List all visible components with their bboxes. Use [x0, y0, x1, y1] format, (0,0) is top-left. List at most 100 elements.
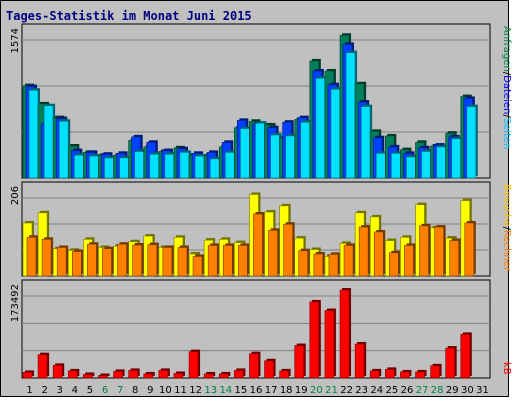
requests-files-pages-panel: 1574 Anfragen/Dateien/Seiten [10, 23, 512, 179]
chart-title: Tages-Statistik im Monat Juni 2015 [6, 9, 252, 23]
seiten-bar [391, 152, 401, 179]
day-tick-label: 11 [174, 385, 187, 396]
day-tick-label: 2 [41, 385, 47, 396]
legend-entry: / [501, 114, 512, 118]
visits-hosts-panel: 206 Besuche/Rechner [10, 181, 512, 277]
kb-bar [158, 370, 169, 379]
top-legend-label: Anfragen/Dateien/Seiten [501, 26, 512, 149]
day-tick-label: 31 [476, 385, 489, 396]
seiten-bar [89, 155, 99, 179]
seiten-bar [164, 153, 175, 179]
seiten-bar [58, 120, 69, 179]
seiten-bar [43, 105, 54, 179]
kb-bar [67, 370, 78, 379]
kb-bar [83, 374, 93, 379]
kb-bar-shadow [100, 373, 110, 376]
rechner-bar [373, 231, 384, 277]
rechner-bar [207, 245, 218, 277]
top-max-label: 1574 [10, 28, 21, 53]
day-tick-label: 13 [204, 385, 217, 396]
day-tick-label: 10 [159, 385, 172, 396]
day-tick-label: 21 [325, 385, 338, 396]
day-tick-label: 24 [370, 385, 383, 396]
rechner-bar [41, 239, 52, 277]
kb-bar [294, 345, 305, 379]
rechner-bar [404, 245, 414, 277]
seiten-bar [466, 106, 477, 179]
rechner-bar [464, 222, 475, 277]
legend-entry: kB [501, 362, 512, 375]
day-tick-label: 26 [401, 385, 414, 396]
kb-bar [188, 351, 199, 379]
rechner-bar [192, 256, 203, 277]
day-tick-label: 27 [416, 385, 429, 396]
day-tick-label: 7 [117, 385, 123, 396]
kb-bar [460, 334, 471, 379]
seiten-bar [104, 157, 114, 179]
day-tick-label: 4 [72, 385, 78, 396]
seiten-bar [149, 153, 160, 179]
kb-bar [385, 369, 395, 379]
rechner-bar [283, 223, 293, 277]
seiten-bar [73, 154, 84, 179]
kb-bar [324, 310, 335, 379]
kb-bar [430, 365, 440, 379]
day-tick-label: 28 [431, 385, 444, 396]
kb-bar [173, 373, 184, 379]
day-tick-label: 30 [461, 385, 474, 396]
kb-bar [128, 370, 138, 379]
kb-bar [415, 371, 425, 379]
rechner-bar [147, 244, 158, 277]
rechner-bar [358, 226, 369, 277]
rechner-bar [389, 252, 399, 277]
rechner-bar [56, 247, 67, 277]
seiten-bar [270, 134, 280, 179]
seiten-bar [209, 158, 220, 179]
seiten-bar [451, 138, 462, 179]
day-tick-label: 3 [57, 385, 63, 396]
legend-entry: / [501, 72, 512, 76]
day-tick-label: 5 [87, 385, 93, 396]
seiten-bar [134, 151, 144, 179]
rechner-bar [222, 245, 233, 277]
rechner-bar [177, 247, 188, 277]
rechner-bar [162, 247, 173, 277]
rechner-bar [343, 245, 354, 277]
day-tick-label: 8 [132, 385, 138, 396]
kb-bar [249, 353, 259, 379]
day-tick-label: 9 [147, 385, 153, 396]
seiten-bar [179, 152, 190, 179]
bottom-max-label: 173492 [10, 284, 21, 322]
rechner-bar [419, 225, 429, 277]
rechner-bar [238, 245, 248, 277]
rechner-bar [132, 244, 142, 277]
day-tick-label: 12 [189, 385, 202, 396]
seiten-bar [360, 106, 371, 179]
kb-bar [37, 354, 48, 379]
legend-entry: Anfragen [501, 26, 512, 72]
day-axis: 1 2 3 4 5 6 7 8 9 10 11 12 13 14 15 16 17 18 19 20 21 22 23 24 2… [26, 385, 488, 396]
legend-entry: Besuche [501, 184, 512, 227]
rechner-bar [253, 213, 263, 277]
day-tick-label: 1 [26, 385, 32, 396]
seiten-bar [345, 52, 356, 179]
rechner-bar [449, 240, 460, 277]
kb-bar [22, 372, 33, 379]
legend-entry: Dateien [501, 75, 512, 114]
day-tick-label: 17 [265, 385, 278, 396]
seiten-bar [315, 77, 326, 179]
day-tick-label: 20 [310, 385, 323, 396]
seiten-bar [240, 128, 250, 179]
kb-bar [234, 370, 244, 379]
kb-bar [264, 360, 274, 379]
seiten-bar [194, 155, 205, 179]
seiten-bar [285, 135, 295, 179]
kb-bar [279, 370, 289, 379]
kb-bar [400, 371, 410, 379]
day-tick-label: 23 [355, 385, 368, 396]
seiten-bar [300, 121, 311, 179]
day-tick-label: 16 [250, 385, 263, 396]
kb-bar [445, 347, 456, 379]
middle-max-label: 206 [10, 186, 21, 205]
kb-bar [113, 371, 123, 379]
